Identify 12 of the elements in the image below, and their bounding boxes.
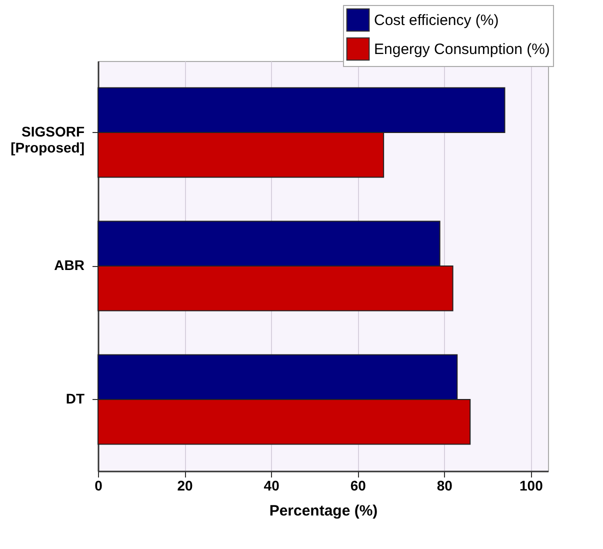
y-tick-label: ABR bbox=[54, 257, 84, 273]
legend-label: Cost efficiency (%) bbox=[374, 12, 499, 29]
x-tick-label: 100 bbox=[520, 478, 544, 494]
x-tick-label: 0 bbox=[94, 478, 103, 494]
x-tick-label: 40 bbox=[264, 478, 280, 494]
y-tick-label: DT bbox=[66, 390, 85, 407]
x-axis-title: Percentage (%) bbox=[269, 502, 378, 520]
legend-label: Engergy Consumption (%) bbox=[374, 41, 550, 58]
x-tick-label: 20 bbox=[177, 478, 194, 494]
x-tick-label: 60 bbox=[350, 478, 366, 494]
x-tick-label: 80 bbox=[436, 478, 453, 494]
y-tick-label: SIGSORF [Proposed] bbox=[10, 123, 85, 156]
